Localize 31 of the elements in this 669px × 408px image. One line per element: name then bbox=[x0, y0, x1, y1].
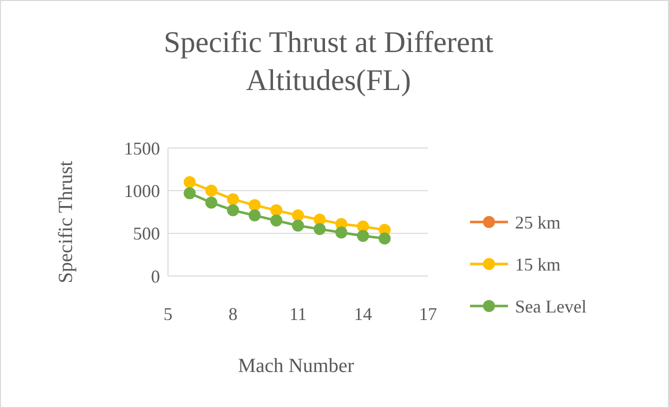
point bbox=[378, 232, 391, 244]
y-tick-label: 500 bbox=[133, 224, 160, 244]
y-tick-label: 1500 bbox=[124, 138, 160, 158]
point bbox=[227, 193, 239, 206]
legend-label: 25 km bbox=[515, 212, 561, 232]
y-tick-label: 1000 bbox=[124, 180, 160, 201]
point bbox=[270, 214, 282, 227]
x-tick-label: 11 bbox=[289, 304, 307, 324]
chart-title: Specific Thrust at Different Altitudes(FL) bbox=[164, 26, 494, 97]
y-tick-label: 0 bbox=[151, 266, 160, 286]
point bbox=[227, 204, 239, 216]
y-axis-title: Specific Thrust bbox=[55, 160, 77, 284]
point bbox=[205, 184, 218, 197]
x-tick-label: 17 bbox=[419, 304, 437, 324]
x-tick-label: 8 bbox=[228, 304, 238, 324]
point bbox=[314, 223, 326, 236]
legend-label: 15 km bbox=[515, 254, 561, 274]
legend-label: Sea Level bbox=[515, 296, 586, 316]
point bbox=[248, 209, 261, 222]
point bbox=[292, 220, 304, 232]
point bbox=[184, 176, 196, 188]
point bbox=[205, 196, 218, 209]
x-tick-label: 14 bbox=[354, 304, 372, 324]
x-axis-title: Mach Number bbox=[238, 355, 354, 377]
point bbox=[292, 209, 304, 222]
point bbox=[248, 199, 261, 212]
x-tick-label: 5 bbox=[164, 304, 172, 324]
point bbox=[357, 230, 369, 242]
point bbox=[335, 226, 348, 238]
point bbox=[270, 204, 282, 216]
point bbox=[184, 187, 196, 200]
